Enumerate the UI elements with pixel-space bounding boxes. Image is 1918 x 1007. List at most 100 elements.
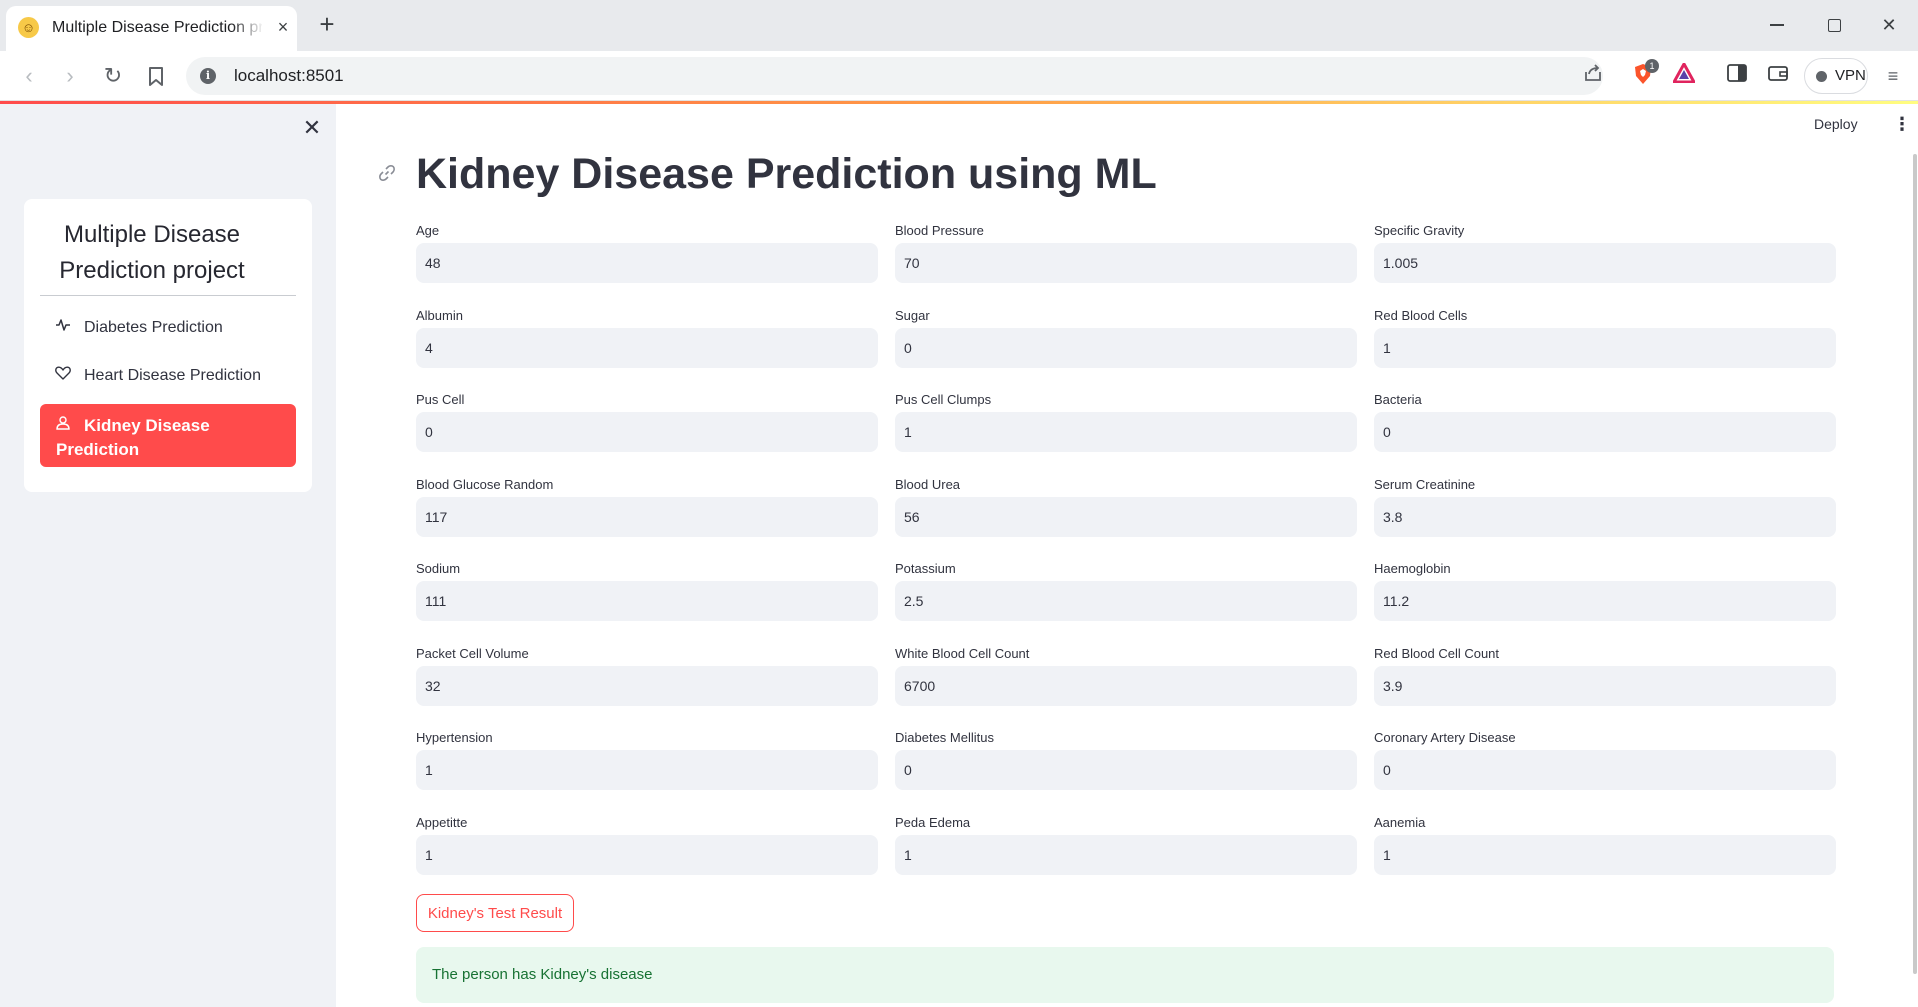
vpn-status-icon bbox=[1816, 71, 1827, 82]
specific-gravity-input[interactable] bbox=[1374, 243, 1836, 283]
coronary-artery-disease-input[interactable] bbox=[1374, 750, 1836, 790]
sidebar-close-icon[interactable]: ✕ bbox=[302, 115, 322, 140]
albumin-input[interactable] bbox=[416, 328, 878, 368]
minimize-icon[interactable] bbox=[1762, 10, 1792, 40]
blood-urea-label: Blood Urea bbox=[895, 477, 961, 492]
wallet-icon[interactable] bbox=[1765, 63, 1791, 89]
share-icon[interactable] bbox=[1580, 63, 1606, 89]
serum-creatinine-input[interactable] bbox=[1374, 497, 1836, 537]
red-blood-cells-input[interactable] bbox=[1374, 328, 1836, 368]
white-blood-cell-count-label: White Blood Cell Count bbox=[895, 646, 1030, 661]
sidebar-item-label: Heart Disease Prediction bbox=[84, 367, 261, 384]
field-albumin: Albumin bbox=[416, 308, 878, 380]
field-pus-cell: Pus Cell bbox=[416, 392, 878, 464]
field-red-blood-cell-count: Red Blood Cell Count bbox=[1374, 646, 1836, 718]
new-tab-icon[interactable]: + bbox=[319, 9, 335, 39]
favicon-icon: ☺ bbox=[18, 17, 39, 38]
pus-cell-input[interactable] bbox=[416, 412, 878, 452]
diabetes-mellitus-input[interactable] bbox=[895, 750, 1357, 790]
diabetes-mellitus-label: Diabetes Mellitus bbox=[895, 730, 994, 745]
sodium-label: Sodium bbox=[416, 561, 461, 576]
restore-icon[interactable] bbox=[1818, 10, 1848, 40]
haemoglobin-input[interactable] bbox=[1374, 581, 1836, 621]
shield-count-badge: 1 bbox=[1645, 59, 1659, 73]
age-label: Age bbox=[416, 223, 440, 238]
browser-tab[interactable]: ☺ Multiple Disease Prediction project × bbox=[6, 6, 297, 51]
window-close-icon[interactable]: ✕ bbox=[1881, 15, 1897, 35]
field-bacteria: Bacteria bbox=[1374, 392, 1836, 464]
hamburger-menu-icon[interactable]: ≡ bbox=[1887, 66, 1899, 86]
potassium-input[interactable] bbox=[895, 581, 1357, 621]
vpn-label: VPN bbox=[1835, 67, 1866, 84]
pus-cell-label: Pus Cell bbox=[416, 392, 465, 407]
field-potassium: Potassium bbox=[895, 561, 1357, 633]
red-blood-cells-label: Red Blood Cells bbox=[1374, 308, 1468, 323]
aanemia-label: Aanemia bbox=[1374, 815, 1426, 830]
field-appetitte: Appetitte bbox=[416, 815, 878, 887]
blood-pressure-input[interactable] bbox=[895, 243, 1357, 283]
bacteria-label: Bacteria bbox=[1374, 392, 1422, 407]
appetitte-input[interactable] bbox=[416, 835, 878, 875]
browser-toolbar: ‹ › ↻ i localhost:8501 1 VPN ≡ bbox=[0, 51, 1918, 101]
scrollbar[interactable] bbox=[1913, 154, 1917, 974]
menu-divider bbox=[40, 295, 296, 296]
link-icon[interactable] bbox=[376, 164, 398, 186]
haemoglobin-label: Haemoglobin bbox=[1374, 561, 1451, 576]
field-serum-creatinine: Serum Creatinine bbox=[1374, 477, 1836, 549]
rewards-triangle-icon[interactable] bbox=[1671, 62, 1697, 89]
menu-title: Multiple Disease Prediction project bbox=[59, 221, 245, 284]
appetitte-label: Appetitte bbox=[416, 815, 468, 830]
serum-creatinine-label: Serum Creatinine bbox=[1374, 477, 1476, 492]
deploy-button[interactable]: Deploy bbox=[1814, 116, 1858, 132]
peda-edema-input[interactable] bbox=[895, 835, 1357, 875]
sidebar-item-heart[interactable]: Heart Disease Prediction bbox=[40, 354, 296, 398]
browser-sidebar-icon[interactable] bbox=[1724, 63, 1750, 89]
back-icon[interactable]: ‹ bbox=[25, 63, 33, 88]
reload-icon[interactable]: ↻ bbox=[103, 63, 123, 88]
blood-glucose-random-input[interactable] bbox=[416, 497, 878, 537]
sidebar-item-diabetes[interactable]: Diabetes Prediction bbox=[40, 306, 296, 350]
bookmark-icon[interactable] bbox=[142, 63, 170, 91]
url-text[interactable]: localhost:8501 bbox=[234, 66, 344, 85]
forward-icon[interactable]: › bbox=[66, 63, 74, 88]
heart-icon bbox=[54, 366, 72, 384]
field-coronary-artery-disease: Coronary Artery Disease bbox=[1374, 730, 1836, 802]
white-blood-cell-count-input[interactable] bbox=[895, 666, 1357, 706]
tab-close-icon[interactable]: × bbox=[277, 17, 289, 37]
aanemia-input[interactable] bbox=[1374, 835, 1836, 875]
field-diabetes-mellitus: Diabetes Mellitus bbox=[895, 730, 1357, 802]
field-white-blood-cell-count: White Blood Cell Count bbox=[895, 646, 1357, 718]
sugar-label: Sugar bbox=[895, 308, 930, 323]
hypertension-input[interactable] bbox=[416, 750, 878, 790]
tab-title: Multiple Disease Prediction project bbox=[52, 19, 262, 36]
page-title: Kidney Disease Prediction using ML bbox=[416, 150, 1157, 198]
sidebar-item-label: Kidney Disease Prediction bbox=[56, 416, 210, 459]
sodium-input[interactable] bbox=[416, 581, 878, 621]
packet-cell-volume-input[interactable] bbox=[416, 666, 878, 706]
field-blood-urea: Blood Urea bbox=[895, 477, 1357, 549]
bacteria-input[interactable] bbox=[1374, 412, 1836, 452]
person-icon bbox=[54, 416, 72, 434]
red-blood-cell-count-input[interactable] bbox=[1374, 666, 1836, 706]
kebab-menu-icon[interactable]: ⋮ bbox=[1893, 114, 1911, 134]
address-bar[interactable]: i localhost:8501 bbox=[186, 57, 1603, 95]
hypertension-label: Hypertension bbox=[416, 730, 493, 745]
success-alert: The person has Kidney's disease bbox=[416, 947, 1834, 1003]
field-blood-glucose-random: Blood Glucose Random bbox=[416, 477, 878, 549]
blood-glucose-random-label: Blood Glucose Random bbox=[416, 477, 554, 492]
blood-urea-input[interactable] bbox=[895, 497, 1357, 537]
test-result-button[interactable]: Kidney's Test Result bbox=[416, 894, 574, 932]
field-blood-pressure: Blood Pressure bbox=[895, 223, 1357, 295]
peda-edema-label: Peda Edema bbox=[895, 815, 971, 830]
packet-cell-volume-label: Packet Cell Volume bbox=[416, 646, 529, 661]
field-age: Age bbox=[416, 223, 878, 295]
sugar-input[interactable] bbox=[895, 328, 1357, 368]
sidebar-item-kidney[interactable]: Kidney Disease Prediction bbox=[40, 404, 296, 467]
field-peda-edema: Peda Edema bbox=[895, 815, 1357, 887]
vpn-button[interactable]: VPN bbox=[1804, 58, 1868, 94]
specific-gravity-label: Specific Gravity bbox=[1374, 223, 1465, 238]
site-info-icon[interactable]: i bbox=[200, 68, 216, 84]
pus-cell-clumps-input[interactable] bbox=[895, 412, 1357, 452]
age-input[interactable] bbox=[416, 243, 878, 283]
field-sodium: Sodium bbox=[416, 561, 878, 633]
